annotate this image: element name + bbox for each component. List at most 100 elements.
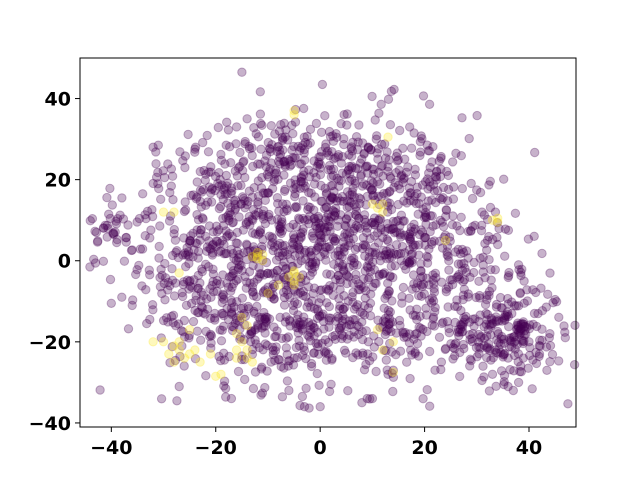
scatter-point-purple xyxy=(500,315,510,325)
scatter-point-purple xyxy=(335,250,345,261)
scatter-point-purple xyxy=(363,142,373,153)
scatter-point-purple xyxy=(223,210,233,221)
scatter-point-purple xyxy=(157,270,167,280)
scatter-point-purple xyxy=(354,213,364,223)
scatter-point-purple xyxy=(424,295,435,305)
scatter-point-purple xyxy=(377,269,388,279)
scatter-point-purple xyxy=(361,286,371,296)
scatter-point-purple xyxy=(422,174,433,184)
scatter-point-purple xyxy=(357,154,367,164)
scatter-point-purple xyxy=(396,232,406,242)
scatter-point-purple xyxy=(234,212,244,222)
scatter-point-purple xyxy=(219,183,230,193)
scatter-point-purple xyxy=(355,198,365,209)
scatter-point-purple xyxy=(213,178,223,189)
scatter-point-purple xyxy=(156,394,167,404)
scatter-point-purple xyxy=(215,174,225,185)
scatter-point-purple xyxy=(198,214,208,224)
scatter-point-purple xyxy=(466,178,476,189)
scatter-point-purple xyxy=(348,352,358,363)
scatter-point-purple xyxy=(402,198,412,208)
scatter-point-purple xyxy=(306,188,316,198)
scatter-point-purple xyxy=(367,91,377,102)
scatter-point-purple xyxy=(465,334,475,345)
scatter-point-purple xyxy=(359,301,370,311)
scatter-point-purple xyxy=(279,363,289,373)
scatter-point-purple xyxy=(536,283,546,293)
scatter-point-purple xyxy=(521,329,531,339)
scatter-point-purple xyxy=(363,143,374,153)
scatter-point-purple xyxy=(290,117,301,127)
scatter-point-purple xyxy=(257,362,267,372)
scatter-point-purple xyxy=(471,292,481,303)
scatter-point-purple xyxy=(156,333,167,343)
scatter-point-purple xyxy=(515,366,525,377)
scatter-point-purple xyxy=(482,214,493,225)
scatter-point-purple xyxy=(208,269,219,279)
scatter-point-purple xyxy=(399,260,409,271)
scatter-point-purple xyxy=(306,245,316,256)
scatter-point-purple xyxy=(323,337,334,348)
scatter-point-purple xyxy=(309,303,320,314)
scatter-point-purple xyxy=(383,278,393,288)
scatter-point-purple xyxy=(455,347,465,358)
scatter-point-purple xyxy=(339,291,349,301)
scatter-point-purple xyxy=(416,225,426,235)
scatter-point-purple xyxy=(239,335,249,345)
scatter-point-purple xyxy=(232,238,243,249)
scatter-point-purple xyxy=(398,216,408,226)
scatter-point-purple xyxy=(296,159,307,169)
scatter-point-purple xyxy=(206,313,216,323)
scatter-point-purple xyxy=(423,146,433,156)
scatter-point-purple xyxy=(121,232,132,243)
scatter-point-purple xyxy=(218,290,229,300)
scatter-point-purple xyxy=(227,271,237,281)
scatter-point-purple xyxy=(376,191,387,202)
scatter-point-purple xyxy=(380,226,390,237)
scatter-point-purple xyxy=(314,311,325,321)
scatter-point-purple xyxy=(235,324,245,334)
scatter-point-purple xyxy=(519,276,529,286)
scatter-point-purple xyxy=(466,226,476,236)
scatter-point-purple xyxy=(184,330,195,341)
scatter-point-purple xyxy=(276,214,287,225)
scatter-point-purple xyxy=(126,245,137,256)
scatter-point-purple xyxy=(475,253,485,263)
scatter-point-purple xyxy=(336,176,346,186)
scatter-point-purple xyxy=(361,241,371,252)
scatter-point-purple xyxy=(303,298,314,308)
scatter-point-purple xyxy=(284,385,294,396)
scatter-point-purple xyxy=(494,344,504,354)
scatter-point-purple xyxy=(219,348,229,358)
scatter-point-purple xyxy=(193,307,203,318)
scatter-point-purple xyxy=(196,202,207,212)
scatter-point-purple xyxy=(268,245,278,256)
scatter-point-purple xyxy=(268,290,278,300)
scatter-point-purple xyxy=(338,266,349,276)
scatter-point-yellow xyxy=(169,357,179,367)
scatter-point-purple xyxy=(240,203,250,213)
scatter-point-purple xyxy=(145,233,155,243)
scatter-point-purple xyxy=(298,224,308,234)
scatter-point-purple xyxy=(438,182,449,193)
scatter-point-purple xyxy=(429,287,440,297)
scatter-point-purple xyxy=(195,196,206,207)
scatter-point-purple xyxy=(309,348,319,358)
scatter-point-purple xyxy=(349,258,359,268)
scatter-point-purple xyxy=(259,321,269,331)
scatter-point-purple xyxy=(231,255,242,266)
scatter-point-purple xyxy=(320,183,330,194)
scatter-point-purple xyxy=(300,245,311,256)
scatter-point-purple xyxy=(492,218,502,228)
scatter-point-purple xyxy=(244,211,255,222)
scatter-point-purple xyxy=(395,230,405,240)
scatter-point-purple xyxy=(366,218,377,228)
scatter-point-purple xyxy=(412,188,422,199)
scatter-point-purple xyxy=(404,183,414,193)
scatter-point-purple xyxy=(195,185,206,196)
scatter-point-purple xyxy=(196,225,206,235)
scatter-point-purple xyxy=(218,270,228,280)
scatter-point-purple xyxy=(385,271,395,281)
scatter-point-purple xyxy=(472,110,482,121)
scatter-point-purple xyxy=(190,144,200,154)
